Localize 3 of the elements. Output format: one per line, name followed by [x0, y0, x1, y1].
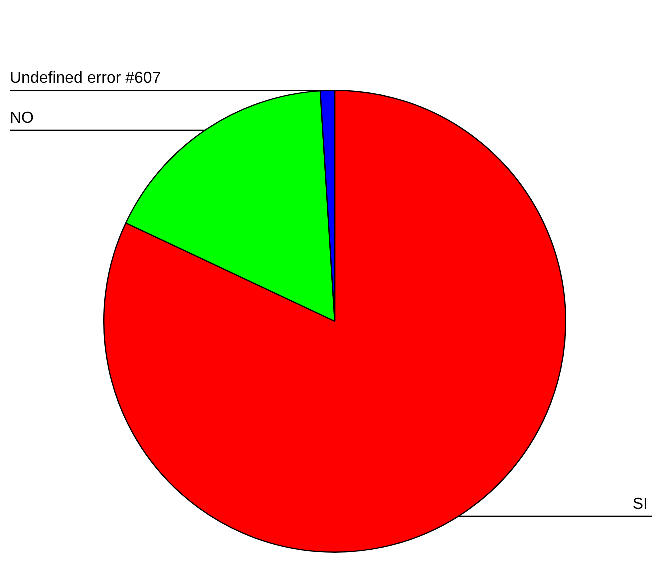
slice-label: Undefined error #607: [10, 70, 162, 88]
slice-label: NO: [10, 110, 34, 127]
slice-label: SI: [632, 496, 648, 513]
